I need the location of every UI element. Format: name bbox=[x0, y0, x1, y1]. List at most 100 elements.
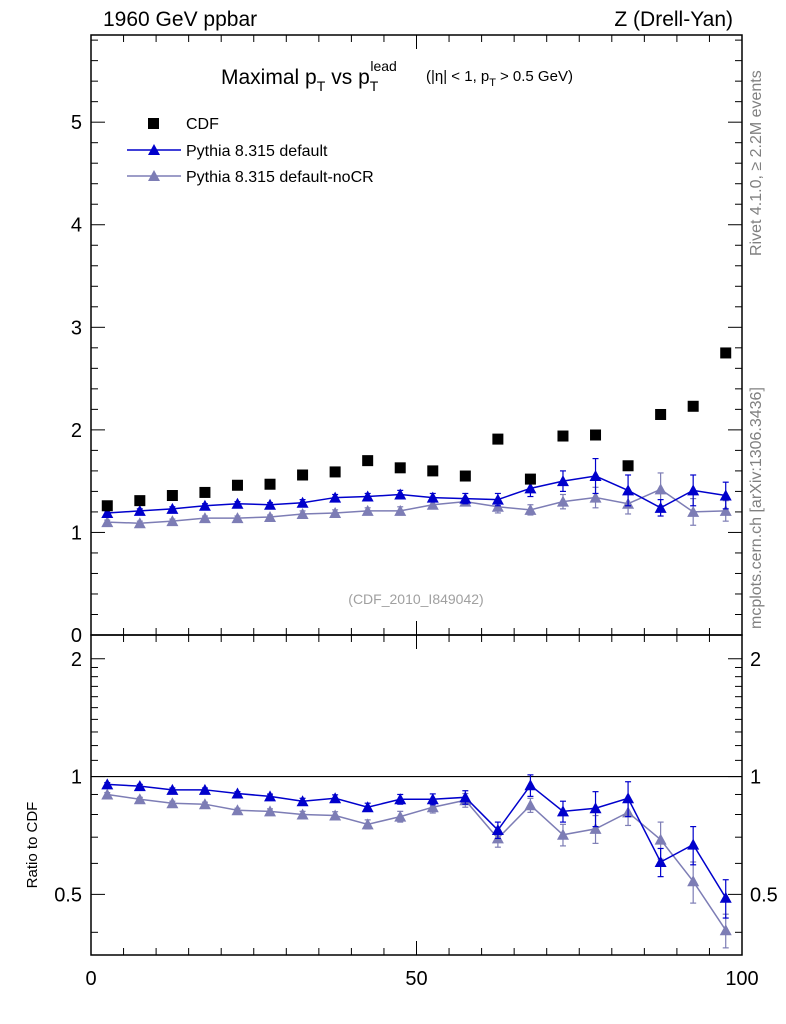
main-pythia-nocr-line bbox=[107, 488, 726, 524]
main-pythia-nocr-point bbox=[166, 515, 179, 527]
main-pythia-default-point bbox=[166, 502, 179, 514]
ratio-pythia-default-point bbox=[101, 778, 114, 790]
main-pythia-default-point bbox=[101, 506, 114, 518]
main-pythia-default-point bbox=[622, 484, 635, 496]
ratio-pythia-nocr-point bbox=[198, 798, 211, 810]
ratio-pythia-nocr-point bbox=[231, 804, 244, 816]
ratio-pythia-default-point bbox=[491, 824, 504, 836]
header-left: 1960 GeV ppbar bbox=[103, 8, 257, 31]
main-pythia-default-point bbox=[361, 490, 374, 502]
main-pythia-nocr-point bbox=[426, 498, 439, 510]
main-cdf-point bbox=[557, 430, 569, 442]
ratio-pythia-default-point bbox=[719, 891, 732, 903]
legend: CDF Pythia 8.315 default Pythia 8.315 de… bbox=[127, 116, 374, 186]
x-tick-label: 100 bbox=[725, 968, 758, 990]
ratio-y-tick-label-right: 0.5 bbox=[750, 884, 778, 906]
main-y-tick-label: 4 bbox=[71, 215, 82, 237]
main-cdf-point bbox=[134, 495, 146, 507]
main-pythia-nocr-point bbox=[524, 503, 537, 515]
main-pythia-default-point bbox=[556, 475, 569, 487]
main-pythia-default-point bbox=[426, 491, 439, 503]
ratio-frame bbox=[90, 634, 743, 956]
main-pythia-default-point bbox=[654, 501, 667, 513]
title-sup-lead: lead bbox=[370, 58, 396, 74]
ratio-ylabel: Ratio to CDF bbox=[24, 802, 41, 889]
main-cdf-point bbox=[622, 460, 634, 472]
rivet-label: Rivet 4.1.0, ≥ 2.2M events bbox=[748, 70, 765, 256]
main-pythia-default-point bbox=[394, 488, 407, 500]
ratio-pythia-nocr-point bbox=[133, 793, 146, 805]
main-cdf-point bbox=[427, 465, 439, 477]
main-cdf-point bbox=[362, 455, 374, 467]
title-main: Maximal p bbox=[221, 66, 317, 89]
ratio-pythia-default-point bbox=[198, 783, 211, 795]
main-pythia-default-point bbox=[719, 489, 732, 501]
main-pythia-default-point bbox=[264, 498, 277, 510]
title-cut-close: > 0.5 GeV) bbox=[500, 68, 573, 85]
main-y-tick-label: 3 bbox=[71, 317, 82, 339]
ratio-pythia-nocr-point bbox=[329, 809, 342, 821]
x-tick-label: 50 bbox=[405, 968, 427, 990]
header-right: Z (Drell-Yan) bbox=[614, 8, 733, 31]
ratio-pythia-default-point bbox=[622, 792, 635, 804]
main-title: Maximal pT vs pTlead bbox=[221, 58, 397, 94]
main-pythia-nocr-point bbox=[719, 504, 732, 516]
main-y-tick-label: 0 bbox=[71, 625, 82, 647]
ratio-pythia-nocr-point bbox=[101, 788, 114, 800]
ratio-pythia-nocr-point bbox=[687, 875, 700, 887]
analysis-watermark: (CDF_2010_I849042) bbox=[348, 591, 483, 607]
ratio-pythia-nocr-point bbox=[719, 924, 732, 936]
main-cdf-point bbox=[492, 433, 504, 445]
main-pythia-default-line bbox=[107, 475, 726, 514]
ratio-pythia-nocr-point bbox=[166, 797, 179, 809]
ratio-pythia-default-point bbox=[459, 791, 472, 803]
main-pythia-default-point bbox=[687, 484, 700, 496]
main-cdf-point bbox=[655, 408, 667, 420]
main-y-tick-label: 5 bbox=[71, 112, 82, 134]
ratio-y-tick-label: 1 bbox=[71, 767, 82, 789]
main-pythia-default-point bbox=[231, 497, 244, 509]
title-sub-t: T bbox=[317, 78, 326, 94]
legend-label-cdf: CDF bbox=[186, 116, 219, 133]
main-plot-panel: 0 1 2 3 4 5 bbox=[71, 34, 743, 647]
main-cdf-point bbox=[394, 462, 406, 474]
ratio-pythia-default-point bbox=[589, 802, 602, 814]
main-pythia-default-point bbox=[524, 482, 537, 494]
main-cdf-point bbox=[101, 500, 113, 512]
main-pythia-nocr-point bbox=[296, 507, 309, 519]
main-pythia-nocr-point bbox=[589, 491, 602, 503]
ratio-pythia-nocr-point bbox=[264, 805, 277, 817]
main-pythia-default-point bbox=[198, 499, 211, 511]
main-cdf-point bbox=[720, 347, 732, 359]
main-pythia-nocr-point bbox=[329, 506, 342, 518]
ratio-pythia-default-point bbox=[166, 783, 179, 795]
main-pythia-default-point bbox=[296, 496, 309, 508]
ratio-pythia-default-point bbox=[133, 780, 146, 792]
main-pythia-default-point bbox=[133, 504, 146, 516]
main-cdf-point bbox=[264, 478, 276, 490]
ratio-ticks: 0.5 0.5 1 1 2 2 0 50 100 bbox=[54, 635, 778, 990]
main-cdf-point bbox=[329, 466, 341, 478]
ratio-pythia-default-point bbox=[556, 805, 569, 817]
main-y-tick-label: 1 bbox=[71, 522, 82, 544]
main-cdf-point bbox=[231, 479, 243, 491]
main-cdf-point bbox=[459, 470, 471, 482]
main-cdf-point bbox=[166, 490, 178, 502]
main-pythia-nocr-point bbox=[361, 504, 374, 516]
ratio-pythia-default-point bbox=[296, 795, 309, 807]
main-pythia-default-point bbox=[491, 493, 504, 505]
ratio-pythia-default-point bbox=[394, 793, 407, 805]
x-tick-label: 0 bbox=[85, 968, 96, 990]
title-vs: vs p bbox=[331, 66, 370, 89]
ratio-y-tick-label: 0.5 bbox=[54, 884, 82, 906]
main-pythia-nocr-point bbox=[654, 483, 667, 495]
ratio-pythia-nocr-point bbox=[589, 822, 602, 834]
main-pythia-nocr-point bbox=[231, 512, 244, 524]
ratio-pythia-default-point bbox=[231, 787, 244, 799]
main-pythia-nocr-point bbox=[264, 511, 277, 523]
ratio-pythia-nocr-point bbox=[556, 828, 569, 840]
ratio-pythia-default-point bbox=[687, 838, 700, 850]
ratio-y-tick-label-right: 2 bbox=[750, 649, 761, 671]
ratio-pythia-nocr-point bbox=[524, 799, 537, 811]
ratio-pythia-nocr-point bbox=[426, 801, 439, 813]
